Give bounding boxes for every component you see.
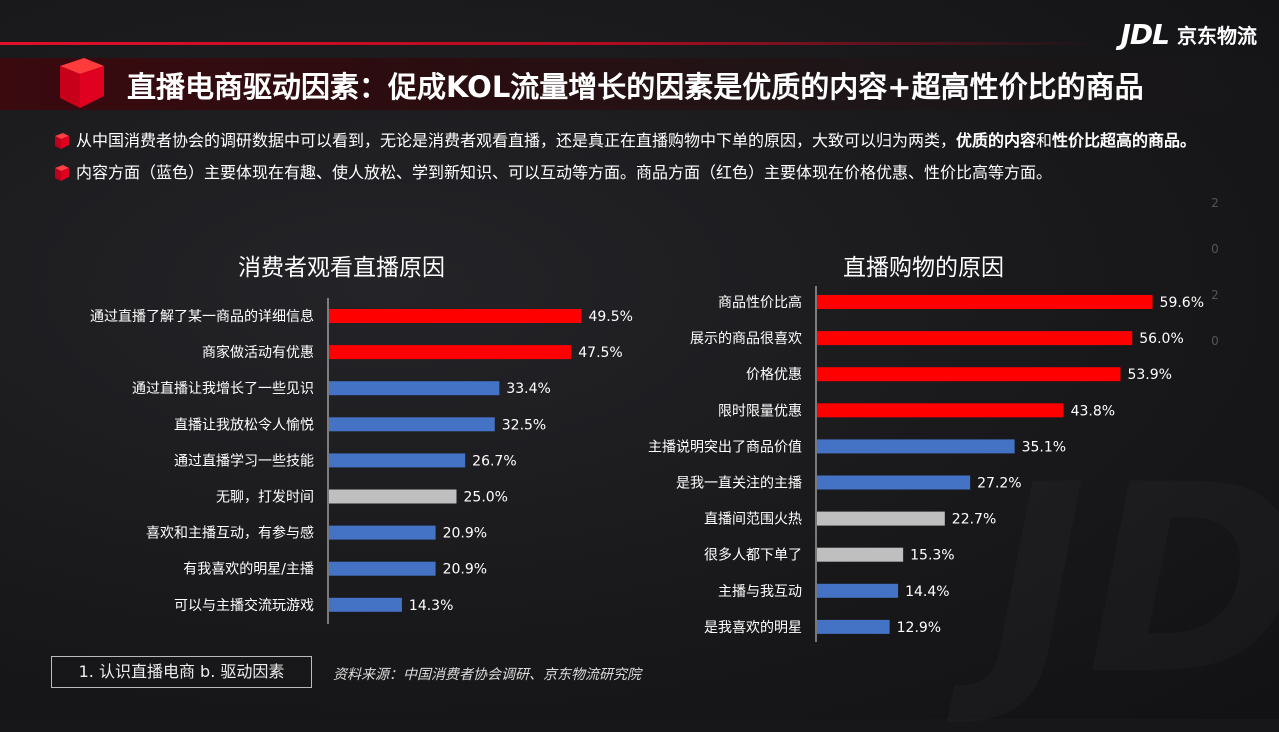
data-label: 27.2% (977, 476, 1021, 492)
data-label: 22.7% (952, 512, 996, 528)
jdl-logo: JDL 京东物流 (1120, 18, 1257, 51)
data-label: 20.9% (443, 526, 487, 542)
bar (817, 583, 899, 598)
bullet-list: 从中国消费者协会的调研数据中可以看到，无论是消费者观看直播，还是真正在直播购物中… (52, 126, 1242, 190)
data-label: 56.0% (1139, 331, 1183, 347)
category-label: 喜欢和主播互动，有参与感 (146, 525, 314, 542)
bar (817, 439, 1015, 454)
source-note: 资料来源：中国消费者协会调研、京东物流研究院 (333, 667, 641, 683)
chart-1: 商品性价比高 59.6% 展示的商品很喜欢 56.0% 价格优惠 53.9% 限时限量优惠 4… (648, 286, 1204, 642)
bar (817, 475, 971, 490)
category-label: 限时限量优惠 (718, 403, 802, 419)
data-label: 49.5% (588, 309, 632, 325)
chart-title-watch: 消费者观看直播原因 (238, 255, 445, 281)
data-label: 14.3% (409, 598, 453, 614)
data-label: 15.3% (910, 548, 954, 564)
header-accent-line (0, 42, 1100, 45)
category-label: 价格优惠 (746, 367, 802, 383)
bullet-item: 内容方面（蓝色）主要体现在有趣、使人放松、学到新知识、可以互动等方面。商品方面（… (52, 158, 1242, 188)
bar (817, 511, 945, 526)
bar (329, 417, 495, 432)
category-label: 可以与主播交流玩游戏 (174, 597, 314, 614)
data-label: 20.9% (443, 562, 487, 578)
data-label: 12.9% (897, 620, 941, 636)
bar (329, 453, 466, 468)
bar (817, 619, 890, 634)
category-label: 有我喜欢的明星/主播 (183, 562, 314, 578)
category-label: 通过直播学习一些技能 (174, 452, 314, 469)
bar (329, 489, 457, 504)
red-cube-icon (60, 58, 104, 108)
logo-mark: JDL (1120, 18, 1170, 51)
category-label: 展示的商品很喜欢 (690, 331, 802, 347)
bar (329, 525, 436, 540)
bullet-item: 从中国消费者协会的调研数据中可以看到，无论是消费者观看直播，还是真正在直播购物中… (52, 126, 1242, 156)
category-label: 直播间范围火热 (704, 511, 802, 528)
chart-title-buy: 直播购物的原因 (843, 255, 1004, 281)
bullet-text: 内容方面（蓝色）主要体现在有趣、使人放松、学到新知识、可以互动等方面。商品方面（… (76, 163, 1053, 182)
bar (817, 367, 1121, 382)
data-label: 47.5% (578, 345, 622, 361)
data-label: 25.0% (464, 490, 508, 506)
logo-text: 京东物流 (1177, 24, 1257, 48)
data-label: 14.4% (905, 584, 949, 600)
bar (329, 381, 500, 396)
bar (817, 331, 1133, 346)
bar (329, 345, 572, 360)
category-label: 通过直播了解了某一商品的详细信息 (90, 308, 314, 325)
red-cube-bullet-icon (52, 158, 76, 188)
data-label: 53.9% (1127, 367, 1171, 383)
data-label: 59.6% (1160, 295, 1204, 311)
bar (329, 561, 436, 576)
section-nav-box: 1. 认识直播电商 b. 驱动因素 (51, 656, 312, 688)
page-title: 直播电商驱动因素：促成KOL流量增长的因素是优质的内容+超高性价比的商品 (127, 70, 1144, 104)
category-label: 主播说明突出了商品价值 (648, 439, 802, 455)
bar (817, 403, 1064, 418)
bar (817, 547, 904, 562)
category-label: 商品性价比高 (718, 294, 802, 311)
category-label: 直播让我放松令人愉悦 (174, 416, 314, 433)
data-label: 32.5% (502, 417, 546, 433)
bar (329, 597, 402, 612)
bar (817, 295, 1153, 309)
data-label: 26.7% (472, 453, 516, 469)
category-label: 很多人都下单了 (704, 547, 802, 564)
data-label: 33.4% (506, 381, 550, 397)
data-label: 35.1% (1022, 439, 1066, 455)
category-label: 通过直播让我增长了一些见识 (132, 380, 314, 397)
chart-0: 通过直播了解了某一商品的详细信息 49.5% 商家做活动有优惠 47.5% 通过直播让我… (90, 298, 633, 624)
category-label: 无聊，打发时间 (216, 489, 314, 506)
bar (329, 309, 582, 323)
category-label: 商家做活动有优惠 (202, 344, 314, 361)
data-label: 43.8% (1071, 403, 1115, 419)
category-label: 是我喜欢的明星 (704, 620, 802, 636)
bullet-text: 从中国消费者协会的调研数据中可以看到，无论是消费者观看直播，还是真正在直播购物中… (76, 131, 1197, 150)
category-label: 主播与我互动 (718, 584, 802, 600)
title-bar (0, 58, 1279, 110)
red-cube-bullet-icon (52, 126, 76, 156)
category-label: 是我一直关注的主播 (676, 475, 802, 492)
